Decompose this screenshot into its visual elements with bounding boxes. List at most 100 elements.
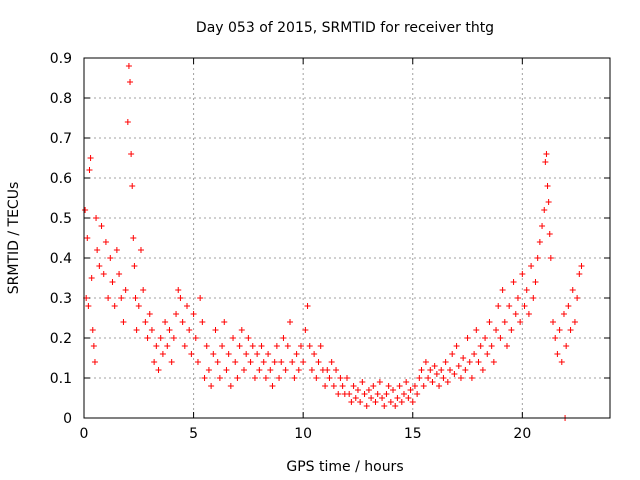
data-point — [477, 343, 484, 349]
data-point — [508, 327, 515, 333]
data-point — [306, 343, 313, 349]
data-point — [545, 199, 552, 205]
data-point — [203, 343, 210, 349]
data-point — [304, 303, 311, 309]
data-point — [528, 263, 535, 269]
data-points — [82, 63, 585, 421]
data-point — [543, 151, 550, 157]
data-point — [210, 351, 217, 357]
data-point — [512, 311, 519, 317]
data-point — [536, 239, 543, 245]
data-point — [578, 263, 585, 269]
data-point — [84, 235, 91, 241]
data-point — [179, 319, 186, 325]
data-point — [284, 343, 291, 349]
data-point — [552, 335, 559, 341]
data-point — [122, 287, 129, 293]
data-point — [219, 343, 226, 349]
data-point — [405, 395, 412, 401]
data-point — [315, 359, 322, 365]
data-point — [436, 383, 443, 389]
x-tick-label: 15 — [404, 426, 422, 442]
data-point — [407, 387, 414, 393]
data-point — [453, 343, 460, 349]
data-point — [212, 327, 219, 333]
data-point — [131, 263, 138, 269]
y-tick-label: 0.5 — [50, 211, 72, 227]
data-point — [137, 247, 144, 253]
data-point — [146, 311, 153, 317]
data-point — [132, 295, 139, 301]
data-point — [556, 327, 563, 333]
y-tick-label: 0.2 — [50, 331, 72, 347]
data-point — [431, 363, 438, 369]
data-point — [517, 319, 524, 325]
data-point — [482, 335, 489, 341]
data-point — [88, 275, 95, 281]
data-point — [295, 367, 302, 373]
data-point — [144, 335, 151, 341]
data-point — [335, 391, 342, 397]
data-point — [385, 383, 392, 389]
data-point — [262, 375, 269, 381]
data-point — [396, 383, 403, 389]
data-point — [337, 375, 344, 381]
data-point — [541, 207, 548, 213]
data-point — [232, 359, 239, 365]
data-point — [468, 375, 475, 381]
data-point — [247, 359, 254, 365]
data-point — [460, 355, 467, 361]
data-point — [111, 303, 118, 309]
data-point — [311, 351, 318, 357]
x-tick-label: 5 — [189, 426, 198, 442]
data-point — [444, 379, 451, 385]
data-point — [374, 391, 381, 397]
data-point — [532, 279, 539, 285]
y-tick-label: 0 — [63, 411, 72, 427]
data-point — [464, 335, 471, 341]
data-point — [510, 279, 517, 285]
data-point — [449, 351, 456, 357]
grid-lines — [84, 58, 610, 418]
data-point — [339, 383, 346, 389]
data-point — [297, 343, 304, 349]
data-point — [223, 367, 230, 373]
data-point — [256, 367, 263, 373]
data-point — [269, 383, 276, 389]
data-point — [289, 359, 296, 365]
data-point — [243, 351, 250, 357]
data-point — [280, 335, 287, 341]
x-tick-label: 0 — [80, 426, 89, 442]
chart-title: Day 053 of 2015, SRMTID for receiver tht… — [196, 20, 494, 36]
data-point — [503, 343, 510, 349]
data-point — [359, 379, 366, 385]
data-point — [291, 375, 298, 381]
data-point — [162, 319, 169, 325]
data-point — [130, 235, 137, 241]
data-point — [82, 207, 89, 213]
data-point — [479, 367, 486, 373]
data-point — [560, 311, 567, 317]
data-point — [225, 351, 232, 357]
data-point — [238, 327, 245, 333]
data-point — [98, 223, 105, 229]
data-point — [379, 395, 386, 401]
data-point — [546, 231, 553, 237]
data-point — [188, 351, 195, 357]
data-point — [86, 167, 93, 173]
data-point — [159, 351, 166, 357]
data-point — [148, 327, 155, 333]
data-point — [109, 279, 116, 285]
data-point — [521, 303, 528, 309]
data-point — [567, 327, 574, 333]
data-point — [230, 335, 237, 341]
data-point — [376, 379, 383, 385]
data-point — [135, 303, 142, 309]
data-point — [451, 371, 458, 377]
data-point — [251, 375, 258, 381]
data-point — [563, 343, 570, 349]
data-point — [128, 151, 135, 157]
data-point — [414, 391, 421, 397]
data-point — [326, 375, 333, 381]
